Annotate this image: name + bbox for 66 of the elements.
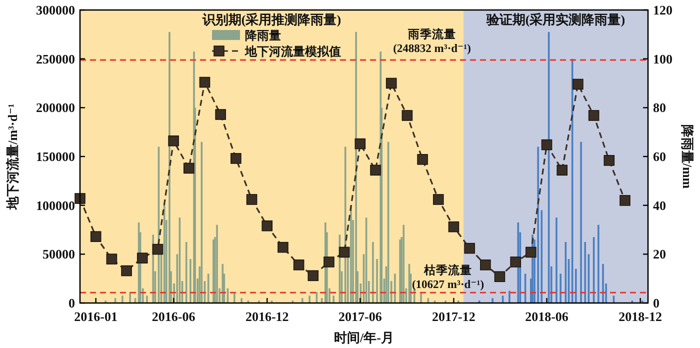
y2-tick-label: 120 — [653, 2, 672, 18]
point — [588, 110, 600, 121]
band-label: 识别期(采用推测降雨量) — [201, 12, 342, 27]
point — [510, 256, 521, 268]
x-tick-label: 2018-12 — [618, 309, 662, 324]
point — [620, 195, 630, 206]
point — [278, 242, 288, 253]
point — [338, 246, 350, 258]
point — [448, 221, 460, 232]
point — [121, 265, 132, 276]
y-axis-title: 地下河流量/m³·d⁻¹ — [5, 104, 20, 210]
point — [556, 164, 568, 176]
point — [432, 194, 444, 205]
x-axis-title: 时间/年-月 — [334, 330, 394, 345]
point — [183, 162, 194, 174]
point — [106, 254, 118, 264]
point — [541, 139, 552, 150]
x-tick-label: 2018-06 — [525, 309, 569, 324]
y2-tick-label: 40 — [653, 198, 666, 213]
point — [417, 154, 428, 165]
point — [215, 109, 226, 120]
point — [246, 194, 258, 205]
y-tick-label: 50000 — [42, 246, 75, 262]
y2-tick-label: 60 — [653, 149, 666, 164]
point — [464, 242, 475, 254]
y2-tick-label: 80 — [653, 100, 666, 116]
point — [308, 270, 319, 282]
y-tick-label: 100000 — [36, 198, 75, 213]
point — [494, 271, 506, 282]
x-tick-label: 2016-01 — [74, 309, 118, 324]
y2-tick-label: 100 — [653, 51, 672, 66]
point — [262, 220, 273, 232]
point — [293, 260, 304, 270]
point — [572, 78, 584, 90]
y-tick-label: 300000 — [36, 2, 75, 18]
point — [386, 78, 397, 89]
point — [480, 260, 491, 270]
point — [74, 193, 86, 204]
y2-tick-label: 20 — [653, 246, 666, 262]
legend-label: 地下河流量模拟值 — [244, 44, 341, 58]
point — [230, 153, 242, 164]
point — [604, 155, 615, 166]
x-tick-label: 2017-12 — [432, 309, 476, 324]
point — [526, 246, 536, 258]
point — [168, 135, 179, 146]
y-tick-label: 150000 — [36, 149, 75, 164]
point — [90, 231, 102, 242]
band-label: 验证期(采用实测降雨量) — [485, 12, 626, 27]
x-tick-label: 2016-12 — [245, 309, 289, 324]
x-tick-label: 2016-06 — [152, 309, 196, 324]
ref-line-label: 枯季流量 (10627 m³·d⁻¹) — [412, 263, 484, 291]
legend-label: 降雨量 — [245, 28, 281, 42]
y2-axis-title: 降雨量/mm — [680, 124, 695, 189]
point — [324, 256, 334, 268]
y-tick-label: 250000 — [36, 51, 75, 66]
x-tick-label: 2017-06 — [338, 309, 382, 324]
point — [354, 138, 366, 150]
point — [152, 244, 164, 255]
point — [370, 164, 381, 176]
y-tick-label: 0 — [68, 296, 75, 310]
point — [402, 110, 413, 121]
y2-tick-label: 0 — [653, 296, 660, 310]
point — [199, 76, 210, 88]
ref-line-label: 雨季流量 (248832 m³·d⁻¹) — [393, 27, 472, 55]
point — [136, 252, 148, 264]
y-tick-label: 200000 — [36, 100, 75, 116]
